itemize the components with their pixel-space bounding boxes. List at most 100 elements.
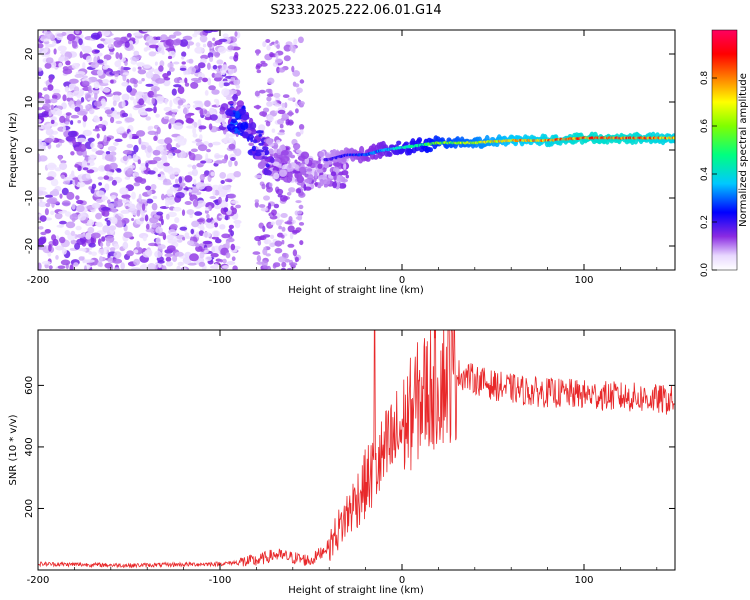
heatmap-cell [171,108,179,113]
heatmap-cell [248,142,254,146]
heatmap-cell [206,148,211,153]
heatmap-cell [198,261,206,267]
heatmap-cell [287,267,293,270]
heatmap-cell [71,170,75,177]
heatmap-cell [75,181,86,188]
heatmap-cell [182,35,193,41]
heatmap-cell [94,49,100,53]
heatmap-cell [121,112,129,118]
heatmap-cell [126,33,132,38]
y-tick-label: 0 [24,147,35,153]
heatmap-cell [234,160,238,167]
heatmap-cell [266,45,271,51]
heatmap-cell [240,122,249,130]
heatmap-cell [233,219,242,225]
heatmap-cell [174,217,180,224]
heatmap-cell [227,193,237,199]
heatmap-cell [173,84,182,88]
heatmap-cell [314,182,318,187]
heatmap-cell [120,199,130,203]
heatmap-cell [39,215,47,222]
heatmap-cell [78,143,87,152]
heatmap-cell [149,39,159,44]
heatmap-cell [64,229,71,236]
heatmap-cell [256,255,262,262]
heatmap-cell [228,228,233,233]
heatmap-cell [187,240,195,246]
heatmap-cell [156,126,161,135]
heatmap-cell [50,119,55,124]
heatmap-cell [268,182,273,188]
heatmap-cell [217,46,227,54]
heatmap-cell [212,141,221,146]
heatmap-cell [51,188,60,197]
heatmap-cell [236,100,244,107]
heatmap-cell [169,67,175,72]
heatmap-cell [261,260,268,267]
heatmap-cell [160,218,164,226]
heatmap-cell [138,80,143,84]
heatmap-cell [181,61,186,65]
heatmap-cell [287,243,295,248]
heatmap-cell [221,117,226,125]
heatmap-cell [97,59,104,64]
heatmap-cell [133,50,140,56]
heatmap-cell [95,222,99,226]
y-tick-label: -20 [24,238,35,254]
heatmap-cell [190,81,199,89]
heatmap-cell [122,74,127,82]
heatmap-cell [298,101,305,106]
heatmap-cell [281,261,287,268]
heatmap-cell [57,265,66,270]
heatmap-cell [258,89,266,94]
heatmap-cell [127,155,132,160]
heatmap-cell [169,44,175,51]
heatmap-cell [255,130,264,134]
heatmap-cell [69,213,79,221]
heatmap-cell [179,67,187,71]
heatmap-cell [151,202,158,211]
y-tick-label: 600 [24,376,35,395]
heatmap-cell [152,195,158,200]
heatmap-cell [114,138,123,142]
heatmap-cell [133,182,141,187]
heatmap-cell [113,251,122,259]
colorbar-ticks: 0.0 0.2 0.4 0.6 0.8 [700,71,717,277]
heatmap-cell [38,47,48,55]
heatmap-cell [79,51,83,59]
heatmap-cell [263,195,270,201]
heatmap-cell [186,43,190,49]
heatmap-cell [120,66,124,74]
heatmap-cell [56,109,63,117]
heatmap-cell [155,226,163,234]
heatmap-cell [203,30,214,34]
heatmap-cell [121,93,130,102]
heatmap-cell [88,186,92,190]
heatmap-cell [258,235,267,241]
heatmap-cell [254,201,259,208]
heatmap-cell [292,249,298,257]
heatmap-cell [258,204,266,208]
heatmap-cell [276,139,281,144]
heatmap-cell [156,211,164,216]
heatmap-cell [99,255,103,263]
heatmap-cell [296,88,301,95]
heatmap-cell [186,209,195,215]
heatmap-cell [164,137,173,145]
heatmap-cell [100,242,104,248]
heatmap-cell [165,111,173,116]
heatmap-cell [217,65,223,69]
heatmap-cell [292,70,301,77]
heatmap-cell [214,205,221,210]
heatmap-cell [195,42,201,48]
heatmap-cell [193,121,198,128]
heatmap-cell [38,67,43,72]
heatmap-cell [165,213,170,220]
heatmap-cell [141,203,146,211]
heatmap-cell [95,150,105,156]
heatmap-cell [97,261,103,267]
heatmap-cell [109,225,117,231]
heatmap-cell [64,211,72,217]
heatmap-cell [260,162,266,168]
heatmap-cell [134,104,143,109]
